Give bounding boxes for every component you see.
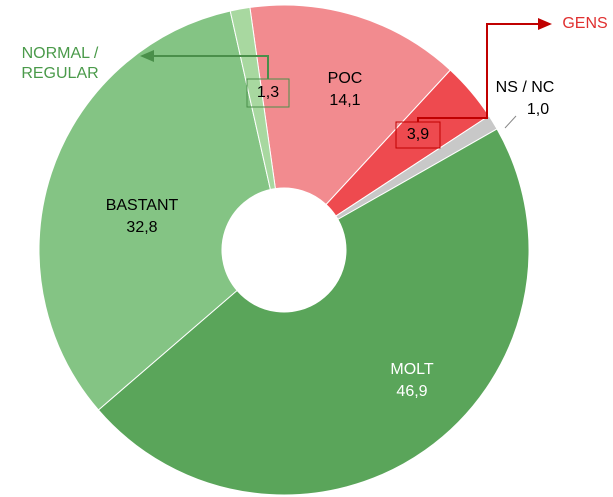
value-label: 46,9 [396, 383, 428, 400]
value-label: 32,8 [126, 219, 158, 236]
value-label: 3,9 [406, 126, 430, 143]
arrow-head [140, 50, 154, 62]
arrow-head [538, 18, 552, 30]
leader-line [504, 115, 517, 129]
category-label: MOLT [390, 361, 434, 378]
leader-line [417, 23, 540, 122]
category-label: GENS [562, 15, 608, 32]
category-label: POC [327, 70, 363, 87]
value-label: 14,1 [329, 92, 361, 109]
value-label: 1,0 [526, 101, 550, 118]
donut-slice [97, 128, 530, 496]
donut-slice [38, 10, 271, 411]
donut-slice [229, 6, 276, 191]
category-label: NS / NC [495, 79, 555, 96]
value-label: 1,3 [256, 84, 280, 101]
category-label: NORMAL / REGULAR [21, 45, 99, 82]
leader-line [152, 55, 269, 79]
category-label: BASTANT [105, 197, 179, 214]
donut-slice [249, 4, 452, 206]
